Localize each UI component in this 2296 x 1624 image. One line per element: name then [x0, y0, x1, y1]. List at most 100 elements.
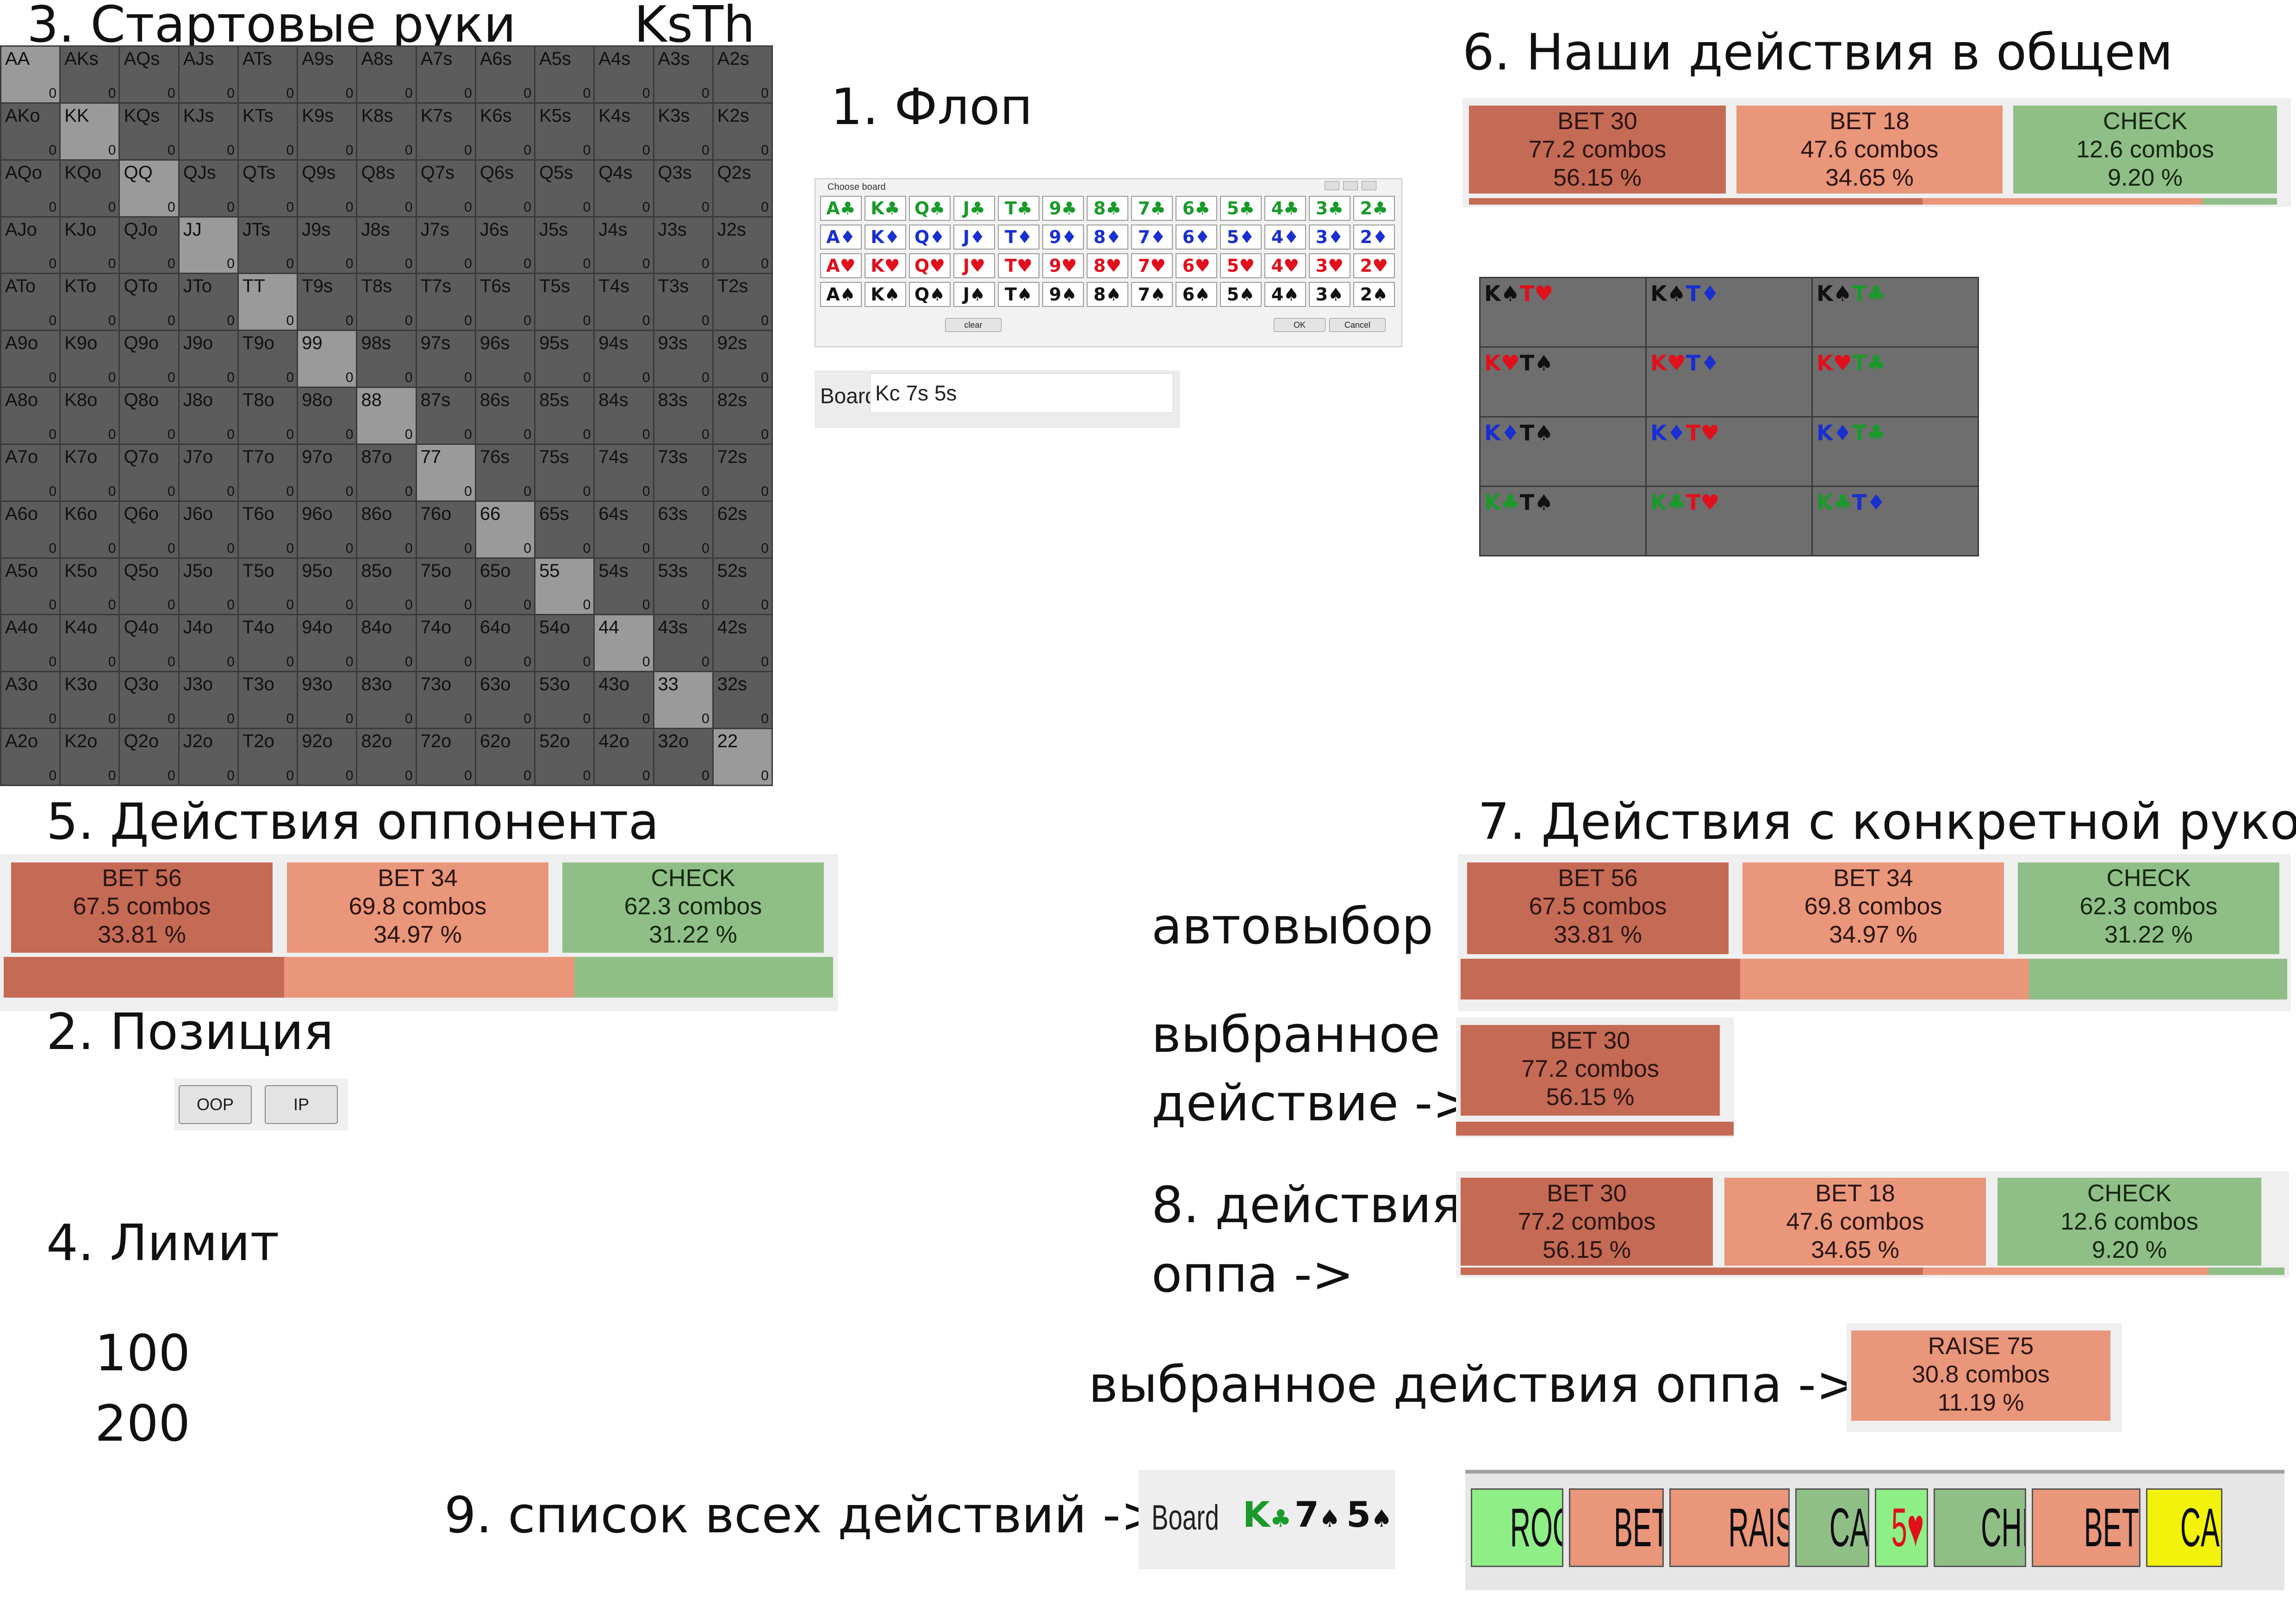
- hand-cell[interactable]: A4o 0: [1, 615, 60, 671]
- card-button[interactable]: 7♠: [1131, 282, 1173, 307]
- card-button[interactable]: Q♥: [909, 253, 951, 278]
- card-button[interactable]: A♦: [820, 225, 862, 250]
- ip-button[interactable]: IP: [265, 1085, 338, 1124]
- hand-cell[interactable]: 62s 0: [713, 501, 772, 557]
- card-button[interactable]: T♥: [998, 253, 1039, 278]
- hand-cell[interactable]: J9s 0: [298, 217, 356, 273]
- hand-cell[interactable]: 86o 0: [357, 501, 416, 557]
- card-button[interactable]: J♣: [953, 196, 995, 221]
- hand-cell[interactable]: 62o 0: [476, 729, 535, 785]
- combo-cell[interactable]: K♥T♣: [1813, 348, 1978, 416]
- combo-cell[interactable]: K♥T♠: [1481, 348, 1645, 416]
- hand-cell[interactable]: Q8o 0: [120, 388, 178, 443]
- hand-cell[interactable]: Q6o 0: [120, 501, 178, 557]
- hand-cell[interactable]: T4s 0: [595, 274, 653, 330]
- hand-cell[interactable]: Q6s 0: [476, 160, 535, 216]
- card-button[interactable]: T♦: [998, 225, 1039, 250]
- hand-cell[interactable]: T9s 0: [298, 274, 356, 330]
- oop-button[interactable]: OOP: [179, 1085, 252, 1124]
- hand-cell[interactable]: 64s 0: [595, 501, 653, 557]
- card-button[interactable]: A♥: [820, 253, 862, 278]
- hand-action-bet-56[interactable]: BET 56 67.5 combos 33.81 %: [1467, 862, 1729, 954]
- opp-next-action-bet-18[interactable]: BET 18 47.6 combos 34.65 %: [1724, 1178, 1986, 1266]
- hand-cell[interactable]: 99 0: [298, 331, 356, 387]
- hand-cell[interactable]: 83o 0: [357, 672, 416, 728]
- hand-cell[interactable]: 53s 0: [654, 558, 712, 614]
- action-history-item[interactable]: 5♥: [1875, 1488, 1928, 1567]
- card-button[interactable]: 5♣: [1220, 196, 1262, 221]
- hand-cell[interactable]: Q4s 0: [595, 160, 653, 216]
- cancel-button[interactable]: Cancel: [1329, 318, 1386, 332]
- hand-cell[interactable]: K7s 0: [417, 103, 475, 159]
- hand-cell[interactable]: 43s 0: [654, 615, 712, 671]
- action-history-item[interactable]: RAISE 45: [1669, 1488, 1790, 1567]
- hand-cell[interactable]: 65s 0: [535, 501, 594, 557]
- hand-action-bet-34[interactable]: BET 34 69.8 combos 34.97 %: [1742, 862, 2004, 954]
- hand-cell[interactable]: KTo 0: [61, 274, 119, 330]
- card-button[interactable]: A♣: [820, 196, 862, 221]
- hand-cell[interactable]: J4s 0: [595, 217, 653, 273]
- our-action-bet-30[interactable]: BET 30 77.2 combos 56.15 %: [1469, 106, 1726, 194]
- combo-cell[interactable]: K♦T♥: [1647, 417, 1811, 486]
- hand-cell[interactable]: T2o 0: [238, 729, 297, 785]
- hand-cell[interactable]: JJ 0: [179, 217, 237, 273]
- close-icon[interactable]: [1362, 181, 1376, 190]
- card-button[interactable]: 3♥: [1309, 253, 1350, 278]
- card-button[interactable]: 2♥: [1353, 253, 1395, 278]
- hand-cell[interactable]: J9o 0: [179, 331, 237, 387]
- hand-cell[interactable]: Q9o 0: [120, 331, 178, 387]
- opp-action-bet-34[interactable]: BET 34 69.8 combos 34.97 %: [287, 862, 548, 953]
- hand-cell[interactable]: Q5s 0: [535, 160, 594, 216]
- hand-cell[interactable]: 87s 0: [417, 388, 475, 443]
- hand-cell[interactable]: A7o 0: [1, 444, 60, 500]
- hand-cell[interactable]: J4o 0: [179, 615, 237, 671]
- hand-cell[interactable]: 95o 0: [298, 558, 356, 614]
- hand-cell[interactable]: 74o 0: [417, 615, 475, 671]
- clear-button[interactable]: clear: [945, 318, 1002, 332]
- card-button[interactable]: J♠: [953, 282, 995, 307]
- hand-cell[interactable]: 52o 0: [535, 729, 594, 785]
- hand-cell[interactable]: K2s 0: [713, 103, 772, 159]
- card-button[interactable]: K♥: [865, 253, 906, 278]
- hand-cell[interactable]: T7s 0: [417, 274, 475, 330]
- hand-cell[interactable]: 88 0: [357, 388, 416, 443]
- hand-cell[interactable]: A5o 0: [1, 558, 60, 614]
- hand-cell[interactable]: 82s 0: [713, 388, 772, 443]
- hand-cell[interactable]: A2o 0: [1, 729, 60, 785]
- hand-cell[interactable]: 63o 0: [476, 672, 535, 728]
- card-button[interactable]: J♥: [953, 253, 995, 278]
- ok-button[interactable]: OK: [1274, 318, 1325, 332]
- hand-cell[interactable]: T9o 0: [238, 331, 297, 387]
- combo-cell[interactable]: K♦T♠: [1481, 417, 1645, 486]
- hand-cell[interactable]: K5o 0: [61, 558, 119, 614]
- hand-cell[interactable]: J8o 0: [179, 388, 237, 443]
- hand-cell[interactable]: A3s 0: [654, 47, 712, 102]
- card-button[interactable]: 3♠: [1309, 282, 1350, 307]
- card-button[interactable]: T♣: [998, 196, 1039, 221]
- hand-cell[interactable]: T5o 0: [238, 558, 297, 614]
- hand-cell[interactable]: 93o 0: [298, 672, 356, 728]
- hand-cell[interactable]: 76o 0: [417, 501, 475, 557]
- card-button[interactable]: 2♦: [1353, 225, 1395, 250]
- card-button[interactable]: 9♠: [1042, 282, 1084, 307]
- card-button[interactable]: 4♦: [1264, 225, 1306, 250]
- hand-cell[interactable]: KTs 0: [238, 103, 297, 159]
- hand-cell[interactable]: A6s 0: [476, 47, 535, 102]
- card-button[interactable]: 3♦: [1309, 225, 1350, 250]
- hand-cell[interactable]: AJo 0: [1, 217, 60, 273]
- hand-cell[interactable]: QTs 0: [238, 160, 297, 216]
- hand-cell[interactable]: A2s 0: [713, 47, 772, 102]
- hand-cell[interactable]: AKs 0: [61, 47, 119, 102]
- hand-cell[interactable]: K4s 0: [595, 103, 653, 159]
- card-button[interactable]: 5♦: [1220, 225, 1262, 250]
- hand-cell[interactable]: A4s 0: [595, 47, 653, 102]
- hand-cell[interactable]: QJo 0: [120, 217, 178, 273]
- action-history-item[interactable]: CALL: [1795, 1488, 1869, 1567]
- card-button[interactable]: 8♦: [1087, 225, 1128, 250]
- hand-cell[interactable]: K7o 0: [61, 444, 119, 500]
- hand-cell[interactable]: 92s 0: [713, 331, 772, 387]
- limit-100[interactable]: 100: [95, 1324, 191, 1382]
- hand-cell[interactable]: J6s 0: [476, 217, 535, 273]
- hand-cell[interactable]: J6o 0: [179, 501, 237, 557]
- hand-cell[interactable]: T6s 0: [476, 274, 535, 330]
